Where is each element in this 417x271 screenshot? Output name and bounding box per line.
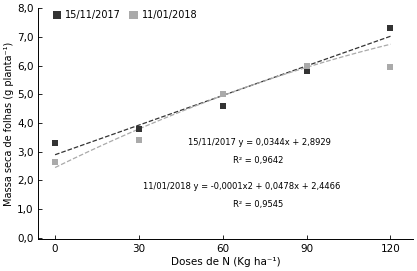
Text: R² = 0,9642: R² = 0,9642 bbox=[233, 156, 284, 165]
Point bbox=[219, 104, 226, 108]
Point bbox=[303, 69, 310, 73]
Point bbox=[387, 26, 394, 30]
Text: R² = 0,9545: R² = 0,9545 bbox=[233, 200, 283, 209]
Point bbox=[219, 92, 226, 96]
Point bbox=[136, 138, 142, 142]
Text: 15/11/2017 y = 0,0344x + 2,8929: 15/11/2017 y = 0,0344x + 2,8929 bbox=[188, 138, 331, 147]
Point bbox=[136, 127, 142, 131]
Point bbox=[52, 160, 58, 164]
Y-axis label: Massa seca de folhas (g planta⁻¹): Massa seca de folhas (g planta⁻¹) bbox=[4, 41, 14, 206]
Point bbox=[387, 65, 394, 69]
X-axis label: Doses de N (Kg ha⁻¹): Doses de N (Kg ha⁻¹) bbox=[171, 257, 280, 267]
Text: 11/01/2018 y = -0,0001x2 + 0,0478x + 2,4466: 11/01/2018 y = -0,0001x2 + 0,0478x + 2,4… bbox=[143, 182, 341, 191]
Legend: 15/11/2017, 11/01/2018: 15/11/2017, 11/01/2018 bbox=[50, 8, 199, 22]
Point bbox=[52, 141, 58, 145]
Point bbox=[303, 63, 310, 68]
